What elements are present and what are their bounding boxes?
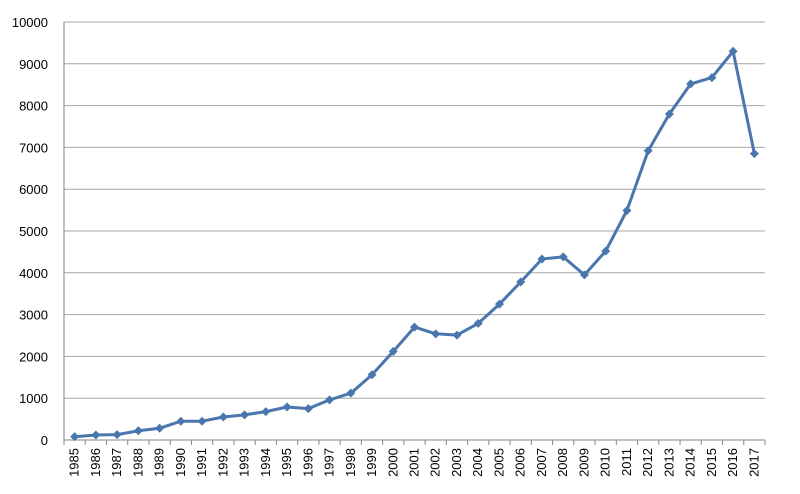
x-tick-label: 2015 — [704, 448, 719, 477]
x-tick-label: 1995 — [279, 448, 294, 477]
data-series — [70, 46, 759, 442]
x-tick-label: 2006 — [513, 448, 528, 477]
x-tick-label: 2011 — [619, 448, 634, 476]
data-point-marker — [325, 395, 335, 405]
x-tick-label: 2016 — [725, 448, 740, 477]
data-point-marker — [176, 416, 186, 426]
data-point-marker — [197, 416, 207, 426]
x-axis — [63, 439, 766, 445]
data-point-marker — [91, 430, 101, 440]
data-point-marker — [218, 412, 228, 422]
data-point-marker — [579, 270, 589, 280]
x-tick-label: 2013 — [661, 448, 676, 477]
x-tick-label: 2002 — [428, 448, 443, 477]
y-tick-label: 10000 — [12, 15, 48, 30]
data-point-marker — [70, 432, 80, 442]
x-tick-label: 1986 — [88, 448, 103, 477]
y-tick-label: 8000 — [19, 99, 48, 114]
data-point-marker — [346, 388, 356, 398]
y-tick-label: 4000 — [19, 266, 48, 281]
data-point-marker — [133, 426, 143, 436]
y-tick-label: 9000 — [19, 57, 48, 72]
x-tick-label: 2003 — [449, 448, 464, 477]
x-tick-label: 2000 — [385, 448, 400, 477]
y-tick-label: 5000 — [19, 224, 48, 239]
gridlines — [63, 21, 765, 440]
data-point-marker — [728, 46, 738, 56]
data-point-marker — [282, 402, 292, 412]
y-tick-label: 3000 — [19, 308, 48, 323]
x-tick-label: 2010 — [598, 448, 613, 477]
y-axis-tick-labels: 0 1000 2000 3000 4000 5000 6000 7000 8000 9000 100… — [12, 15, 48, 448]
series-line — [74, 49, 756, 439]
x-tick-label: 1990 — [173, 448, 188, 477]
x-tick-label: 1991 — [194, 448, 209, 477]
x-tick-label: 2009 — [576, 448, 591, 477]
data-point-marker — [558, 252, 568, 262]
data-point-marker — [749, 149, 759, 159]
x-tick-label: 1997 — [322, 448, 337, 477]
data-point-marker — [707, 73, 717, 83]
data-point-marker — [388, 346, 398, 356]
x-tick-label: 2007 — [534, 448, 549, 477]
data-point-marker — [431, 329, 441, 339]
y-tick-label: 6000 — [19, 182, 48, 197]
y-tick-label: 7000 — [19, 140, 48, 155]
data-point-marker — [410, 322, 419, 332]
data-point-marker — [303, 404, 313, 414]
data-point-marker — [261, 407, 271, 417]
data-point-marker — [686, 79, 696, 89]
x-tick-label: 1994 — [258, 448, 273, 477]
data-point-marker — [601, 246, 611, 256]
data-point-marker — [240, 410, 250, 420]
x-tick-label: 2001 — [407, 448, 422, 477]
x-axis-tick-labels: 1985 1986 1987 1988 1989 1990 1991 1992 1993 1994… — [67, 448, 762, 477]
x-tick-label: 2005 — [491, 448, 506, 477]
x-tick-label: 2008 — [555, 448, 570, 477]
data-point-marker — [643, 146, 653, 156]
x-tick-label: 1988 — [130, 448, 145, 477]
data-point-marker — [155, 423, 165, 433]
y-tick-label: 2000 — [19, 349, 48, 364]
data-point-marker — [537, 254, 547, 264]
x-tick-label: 2012 — [640, 448, 655, 477]
x-tick-label: 1989 — [152, 448, 167, 477]
x-tick-label: 2014 — [683, 448, 698, 477]
x-tick-label: 1985 — [67, 448, 82, 477]
y-tick-label: 0 — [41, 433, 48, 448]
data-point-marker — [452, 330, 462, 340]
x-tick-label: 1992 — [215, 448, 230, 477]
x-tick-label: 1999 — [364, 448, 379, 477]
data-point-marker — [494, 299, 504, 309]
data-point-marker — [473, 318, 483, 328]
x-tick-label: 1998 — [343, 448, 358, 477]
data-point-marker — [112, 430, 122, 440]
x-tick-label: 1987 — [109, 448, 124, 477]
data-point-marker — [516, 277, 526, 287]
data-point-marker — [622, 206, 632, 216]
data-point-marker — [664, 109, 674, 119]
x-tick-label: 1993 — [237, 448, 252, 477]
x-tick-label: 2004 — [470, 448, 485, 477]
y-tick-label: 1000 — [19, 391, 48, 406]
data-point-marker — [367, 370, 377, 380]
x-tick-label: 1996 — [300, 448, 315, 477]
x-tick-label: 2017 — [746, 448, 761, 477]
